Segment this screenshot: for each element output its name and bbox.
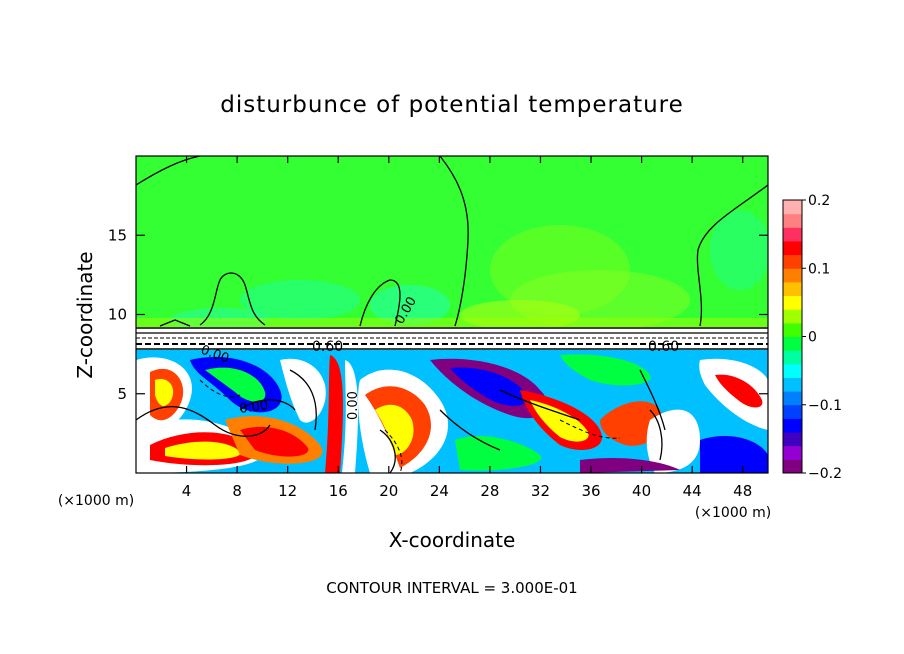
x-unit-right: (×1000 m) bbox=[695, 505, 771, 521]
contour-label: 0.00 bbox=[238, 398, 269, 417]
colorbar-tick-label: −0.1 bbox=[808, 398, 842, 414]
x-tick-label: 36 bbox=[581, 482, 600, 500]
y-axis-label: Z-coordinate bbox=[73, 251, 97, 378]
x-tick-label: 24 bbox=[430, 482, 449, 500]
colorbar-swatch bbox=[783, 404, 802, 419]
x-tick-label: 4 bbox=[182, 482, 192, 500]
x-tick-label: 20 bbox=[379, 482, 398, 500]
colorbar-swatch bbox=[783, 213, 802, 228]
colorbar-swatch bbox=[783, 200, 802, 215]
contour-label: 0.60 bbox=[648, 339, 679, 355]
colorbar-swatch bbox=[783, 240, 802, 256]
colorbar-tick-label: 0.2 bbox=[808, 193, 830, 209]
colorbar-tick-label: 0.1 bbox=[808, 261, 830, 277]
x-tick-label: 8 bbox=[232, 482, 242, 500]
colorbar-swatch bbox=[783, 227, 802, 242]
x-unit-left: (×1000 m) bbox=[58, 493, 134, 509]
y-tick-label: 15 bbox=[108, 226, 127, 244]
colorbar-swatch bbox=[783, 336, 802, 351]
colorbar-ticks: 0.2 0.1 0 −0.1 −0.2 bbox=[802, 193, 842, 482]
x-tick-label: 16 bbox=[329, 482, 348, 500]
x-tick-label: 44 bbox=[683, 482, 702, 500]
chart-title: disturbunce of potential temperature bbox=[220, 92, 684, 118]
colorbar-tick-label: −0.2 bbox=[808, 466, 842, 482]
colorbar-swatch bbox=[783, 432, 802, 447]
y-tick-label: 5 bbox=[117, 385, 127, 403]
x-axis-label: X-coordinate bbox=[389, 528, 516, 552]
contour-label: 0.00 bbox=[346, 391, 361, 420]
contour-lines bbox=[135, 155, 769, 474]
x-axis: 4 8 12 16 20 24 28 32 36 40 44 48 bbox=[182, 156, 752, 500]
colorbar-swatch bbox=[783, 445, 802, 460]
colorbar-swatch bbox=[783, 391, 802, 406]
colorbar-swatch bbox=[783, 281, 802, 297]
x-tick-label: 32 bbox=[531, 482, 550, 500]
colorbar-tick-label: 0 bbox=[808, 330, 817, 346]
colorbar-swatch bbox=[783, 363, 802, 378]
colorbar-swatch bbox=[783, 295, 802, 310]
contour-interval-text: CONTOUR INTERVAL = 3.000E-01 bbox=[326, 579, 577, 597]
colorbar-swatch bbox=[783, 309, 802, 324]
x-tick-label: 28 bbox=[480, 482, 499, 500]
x-tick-label: 12 bbox=[278, 482, 297, 500]
colorbar-swatch bbox=[783, 418, 802, 433]
colorbar-swatch bbox=[783, 254, 802, 269]
heatmap-field bbox=[136, 156, 768, 473]
colorbar-swatch bbox=[783, 377, 802, 392]
colorbar-swatch bbox=[783, 322, 802, 337]
y-axis: 5 10 15 bbox=[108, 226, 768, 403]
contour-label: 0.60 bbox=[312, 339, 343, 355]
y-tick-label: 10 bbox=[108, 306, 127, 324]
colorbar-swatch bbox=[783, 459, 802, 474]
colorbar-swatch bbox=[783, 268, 802, 283]
x-tick-label: 40 bbox=[632, 482, 651, 500]
x-tick-label: 48 bbox=[733, 482, 752, 500]
colorbar bbox=[782, 199, 803, 474]
colorbar-swatch bbox=[783, 350, 802, 365]
